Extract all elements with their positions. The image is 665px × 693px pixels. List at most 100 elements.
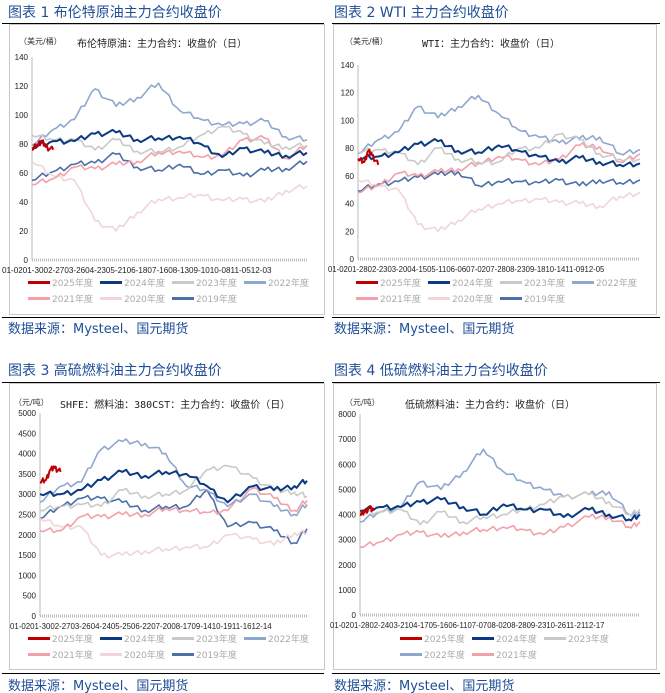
x-tick-label: 11-09 <box>565 265 585 274</box>
x-tick-label: 02-27 <box>50 622 71 631</box>
series-line-2025 <box>31 139 55 152</box>
x-tick-label: 09-10 <box>189 266 210 275</box>
y-tick-label: 0 <box>32 612 37 621</box>
y-tick-label: 4000 <box>18 450 36 459</box>
chart-frame-2 <box>333 24 657 315</box>
y-tick-label: 0 <box>24 256 29 265</box>
x-tick-label: 03-26 <box>64 266 85 275</box>
y-tick-label: 60 <box>19 169 28 178</box>
x-tick-label: 01-02 <box>330 621 350 630</box>
x-tick-label: 01-30 <box>23 266 44 275</box>
legend-item: 2025年度 <box>356 276 428 289</box>
y-tick-label: 3000 <box>338 536 356 545</box>
y-tick-label: 20 <box>345 227 354 236</box>
legend-label: 2024年度 <box>124 634 165 645</box>
y-tick-label: 40 <box>345 200 354 209</box>
y-tick-label: 5000 <box>338 485 356 494</box>
legend-swatch <box>100 652 122 656</box>
source-rule <box>2 317 324 318</box>
legend-swatch <box>244 636 266 640</box>
figure-title-2: 图表 2 WTI 主力合约收盘价 <box>334 5 509 21</box>
legend-label: 2019年度 <box>196 294 237 305</box>
y-tick-label: 1500 <box>18 551 36 560</box>
y-unit-label-4: （元/吨） <box>345 398 380 407</box>
series-line-2025 <box>359 505 375 516</box>
legend-item: 2019年度 <box>172 648 244 661</box>
legend-label: 2022年度 <box>268 634 309 645</box>
legend-item: 2023年度 <box>500 276 572 289</box>
legend-label: 2024年度 <box>496 634 537 645</box>
x-tick-label: 05-21 <box>106 266 127 275</box>
source-rule <box>332 673 660 674</box>
legend-swatch <box>28 636 50 640</box>
x-tick-label: 06-18 <box>127 266 148 275</box>
y-tick-label: 100 <box>15 111 29 120</box>
series-line-2019 <box>39 489 308 545</box>
legend-swatch <box>500 280 522 284</box>
legend-item: 2020年度 <box>428 292 500 305</box>
x-tick-label: 12-14 <box>251 622 272 631</box>
x-tick-label: 07-28 <box>486 265 506 274</box>
y-tick-label: 80 <box>19 140 28 149</box>
y-tick-label: 2000 <box>18 531 36 540</box>
series-line-2021 <box>39 487 308 534</box>
x-tick-label: 04-15 <box>407 265 427 274</box>
x-tick-label: 11-21 <box>566 621 586 630</box>
series-line-2019 <box>357 170 641 192</box>
x-tick-label: 06-11 <box>448 621 468 630</box>
legend-label: 2022年度 <box>268 278 309 289</box>
series-line-2019 <box>31 152 308 182</box>
x-tick-label: 05-16 <box>429 621 449 630</box>
legend-item: 2022年度 <box>244 632 316 645</box>
chart-subtitle-4: 低硫燃料油：主力合约：收盘价（日） <box>405 400 575 411</box>
x-tick-label: 10-26 <box>546 621 566 630</box>
legend-label: 2019年度 <box>196 650 237 661</box>
y-tick-label: 1000 <box>18 571 36 580</box>
x-tick-label: 03-20 <box>387 265 407 274</box>
legend-swatch <box>244 280 266 284</box>
legend-swatch <box>28 652 50 656</box>
x-tick-label: 08-23 <box>506 265 526 274</box>
legend-swatch <box>400 636 422 640</box>
legend-swatch <box>428 296 450 300</box>
legend-label: 2024年度 <box>452 278 493 289</box>
x-tick-label: 07-16 <box>147 266 168 275</box>
series-line-2024 <box>357 138 641 168</box>
legend-label: 2023年度 <box>568 634 609 645</box>
x-tick-label: 01-28 <box>350 621 370 630</box>
legend-label: 2022年度 <box>424 650 465 661</box>
legend-swatch <box>100 280 122 284</box>
y-tick-label: 2500 <box>18 511 36 520</box>
x-tick-label: 02-24 <box>369 621 389 630</box>
chart-subtitle-3: SHFE：燃料油：380CST：主力合约：收盘价（日） <box>60 400 291 411</box>
x-tick-label: 02-27 <box>44 266 65 275</box>
legend-1: 2025年度 2024年度 2023年度 2022年度 2021年度 2020年度 2019… <box>28 274 316 306</box>
x-tick-label: 01-28 <box>348 265 368 274</box>
y-unit-label-3: （元/吨） <box>14 398 49 407</box>
legend-label: 2025年度 <box>52 634 93 645</box>
y-tick-label: 60 <box>345 172 354 181</box>
series-line-2024 <box>359 496 641 522</box>
x-tick-label: 03-21 <box>389 621 409 630</box>
legend-item: 2023年度 <box>544 632 616 645</box>
legend-item: 2020年度 <box>100 292 172 305</box>
legend-swatch <box>356 296 378 300</box>
x-tick-label: 12-05 <box>585 265 605 274</box>
y-tick-label: 7000 <box>338 435 356 444</box>
x-tick-label: 10-08 <box>210 266 231 275</box>
source-rule <box>332 317 660 318</box>
y-tick-label: 0 <box>352 611 357 620</box>
figure-title-3: 图表 3 高硫燃料油主力合约收盘价 <box>8 363 222 379</box>
series-line-2023 <box>359 491 641 526</box>
legend-3: 2025年度 2024年度 2023年度 2022年度 2021年度 2020年度 2019… <box>28 630 316 662</box>
legend-label: 2023年度 <box>524 278 565 289</box>
x-tick-label: 04-17 <box>409 621 429 630</box>
legend-swatch <box>100 636 122 640</box>
title-rule <box>332 23 660 24</box>
legend-swatch <box>172 296 194 300</box>
legend-label: 2020年度 <box>124 294 165 305</box>
x-tick-label: 07-02 <box>466 265 486 274</box>
source-note-3: 数据来源：Mysteel、国元期货 <box>8 679 189 693</box>
y-tick-label: 500 <box>23 592 37 601</box>
y-tick-label: 5000 <box>18 409 36 418</box>
